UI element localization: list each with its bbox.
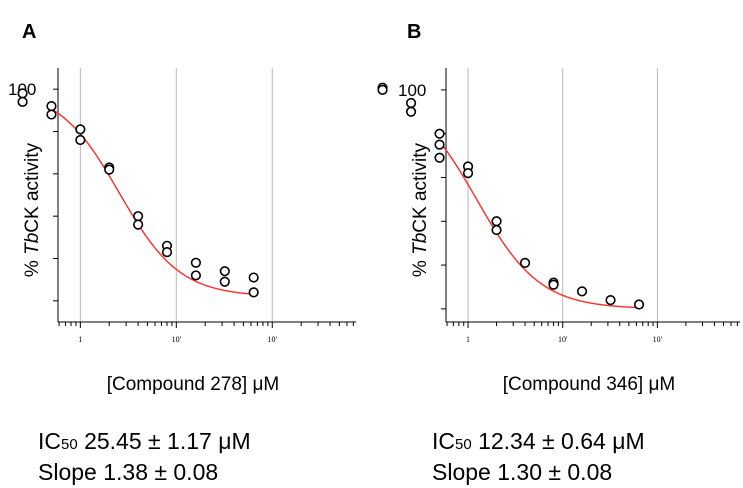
x-tick-label: 10' [558,335,568,344]
data-point [190,270,201,281]
panel-b: B % TbCK activity 100 1 10' 10' [Compound 3… [377,21,740,485]
fit-curve [439,141,643,309]
data-point [434,139,445,150]
panel-a-letter: A [22,21,36,43]
panel-b-letter: B [407,21,421,43]
data-point [405,97,417,109]
data-point [633,299,645,310]
y-tick-label: 100 [398,81,426,100]
x-tick-label: 1 [466,335,470,344]
data-point [605,295,616,306]
data-point [219,276,230,287]
panel-b-ylabel: % TbCK activity [410,142,431,277]
panel-a-slope: Slope 1.38 ± 0.08 [38,459,218,485]
data-point [75,124,86,135]
data-point [434,152,445,163]
data-point [75,134,86,146]
data-point [46,100,57,112]
panel-a-xlabel: [Compound 278] μM [107,374,280,395]
panel-a-ylabel: % TbCK activity [22,142,43,277]
x-tick-label: 10' [268,335,278,344]
panel-a-ic50: IC50 25.45 ± 1.17 μM [38,428,251,454]
panel-b-plot: 100 1 10' 10' [377,68,740,344]
data-point [548,279,559,290]
data-point [462,168,474,179]
data-point [248,287,259,298]
data-point [434,128,445,139]
data-point [491,216,502,227]
data-point [377,84,388,95]
x-tick-label: 10' [172,335,182,344]
fit-curve [51,108,258,296]
data-point [219,266,230,277]
data-point [519,257,531,268]
data-point [248,272,259,283]
x-tick-label: 10' [653,335,663,344]
panel-b-slope: Slope 1.30 ± 0.08 [432,459,612,485]
data-point [17,88,28,99]
data-point [133,211,144,222]
data-point [576,286,588,297]
data-point [46,109,57,120]
data-point [161,247,173,258]
data-point [17,96,28,107]
panel-b-xlabel: [Compound 346] μM [503,374,676,395]
data-point [405,106,417,117]
data-point [104,164,115,175]
data-point [133,219,144,230]
data-point [190,257,201,268]
x-tick-label: 1 [78,335,82,344]
data-point [491,224,502,236]
panel-b-ic50: IC50 12.34 ± 0.64 μM [432,428,645,454]
